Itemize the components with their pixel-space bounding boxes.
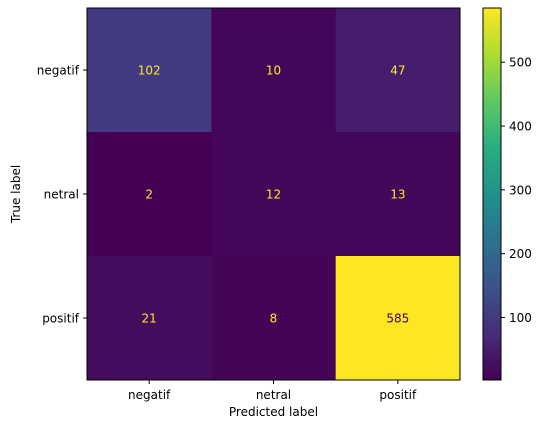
y-axis-label: True label	[9, 165, 23, 224]
colorbar-tick-label: 100	[509, 311, 532, 325]
cell-value-label: 12	[266, 188, 281, 202]
x-tick-label: negatif	[128, 388, 171, 402]
cell-value-label: 10	[266, 64, 281, 78]
colorbar-tick-label: 400	[509, 120, 532, 134]
heatmap-cell	[211, 132, 337, 257]
heatmap-cell	[87, 8, 212, 133]
y-axis-ticks: negatif netral positif	[37, 64, 87, 326]
cell-value-label: 13	[390, 188, 405, 202]
y-tick-label: positif	[42, 312, 80, 326]
heatmap-cell	[87, 256, 212, 381]
cell-value-label: 21	[142, 312, 157, 326]
colorbar-tick-label: 300	[509, 183, 532, 197]
heatmap-cell	[335, 256, 461, 381]
heatmap-cell	[335, 132, 461, 257]
cell-value-label: 47	[390, 64, 405, 78]
x-axis-ticks: negatif netral positif	[128, 380, 417, 402]
heatmap-cells	[87, 8, 461, 381]
cell-value-label: 8	[270, 312, 278, 326]
colorbar-tick-label: 200	[509, 247, 532, 261]
cell-value-label: 585	[386, 312, 409, 326]
heatmap-cell-labels: 102 10 47 2 12 13 21 8 585	[138, 64, 410, 326]
x-axis-label: Predicted label	[229, 405, 318, 419]
colorbar-tick-label: 500	[509, 56, 532, 70]
heatmap-cell	[211, 256, 337, 381]
cell-value-label: 102	[138, 64, 161, 78]
x-tick-label: positif	[379, 388, 417, 402]
cell-value-label: 2	[145, 188, 153, 202]
y-tick-label: netral	[44, 188, 79, 202]
heatmap-cell	[211, 8, 337, 133]
colorbar	[482, 7, 502, 381]
heatmap-cell	[335, 8, 461, 133]
x-tick-label: netral	[256, 388, 291, 402]
colorbar-ticks: 100 200 300 400 500	[501, 56, 532, 325]
y-tick-label: negatif	[37, 64, 80, 78]
heatmap-cell	[87, 132, 212, 257]
